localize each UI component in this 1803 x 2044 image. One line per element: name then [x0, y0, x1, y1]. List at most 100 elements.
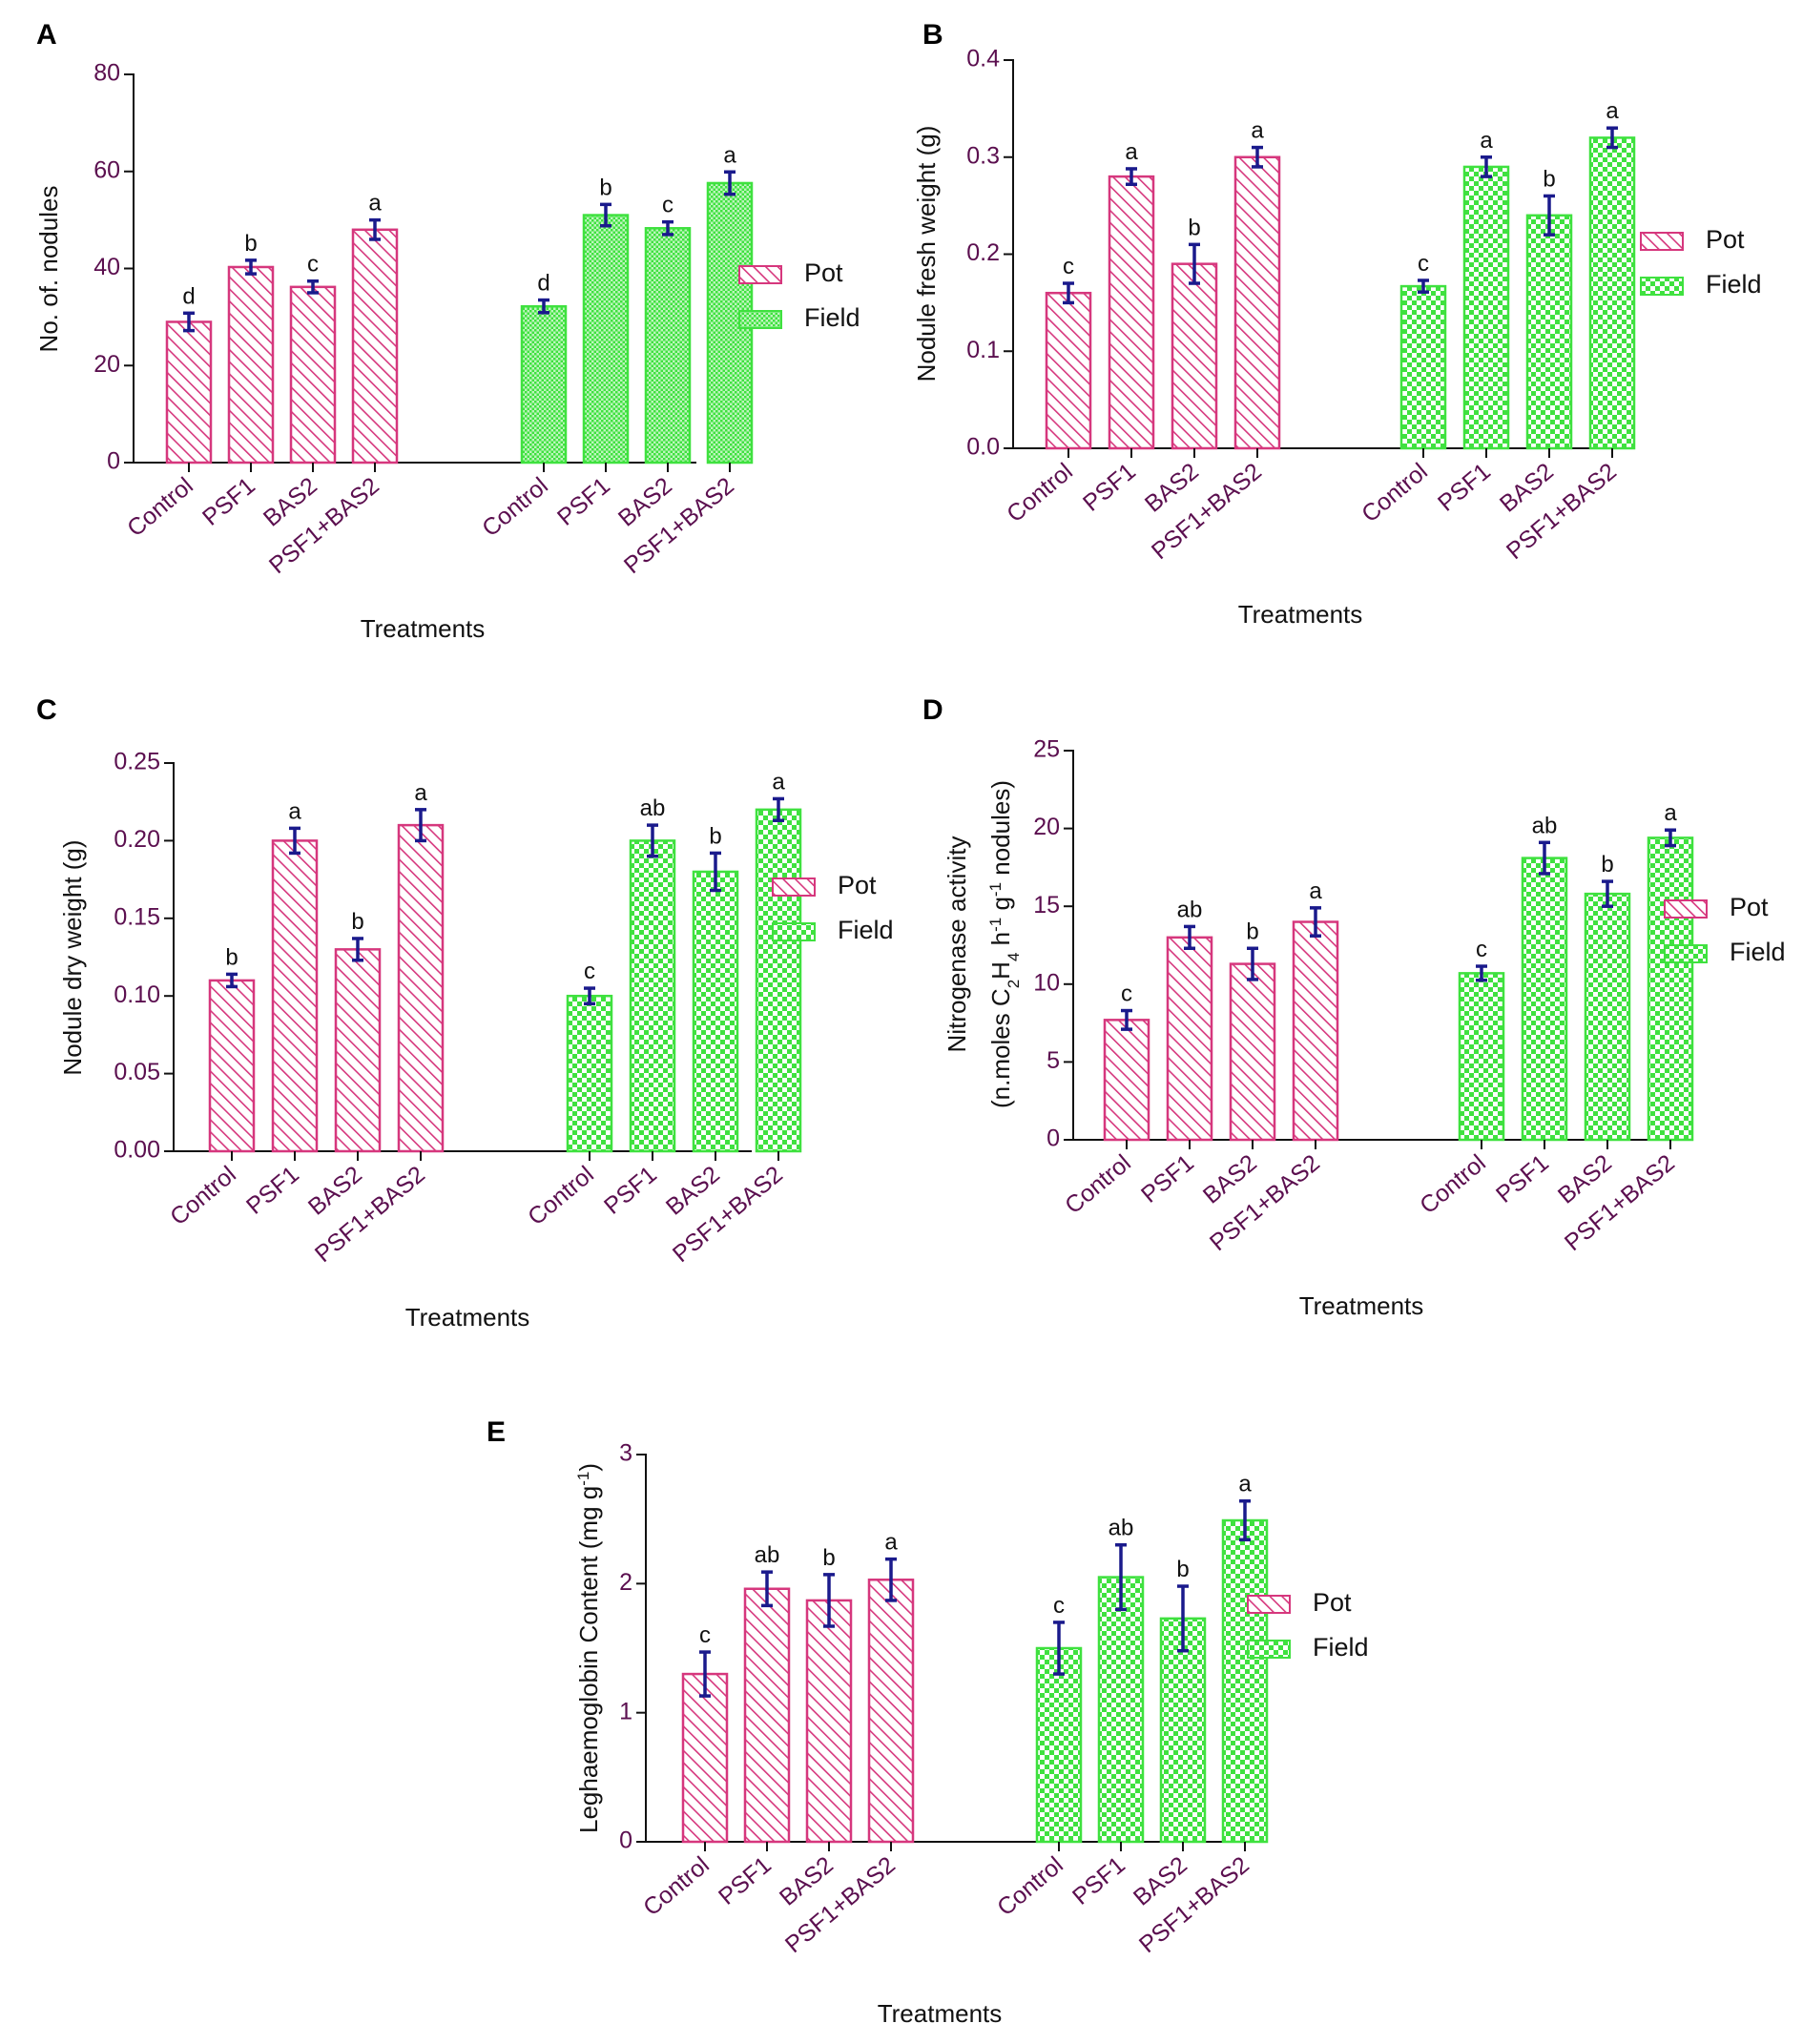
y-tick-label: 2 — [619, 1569, 632, 1596]
y-tick-label: 25 — [1033, 736, 1060, 763]
significance-letter: b — [1246, 919, 1258, 944]
bar-pot — [227, 265, 275, 465]
x-tick-label: Control — [1060, 1149, 1136, 1219]
significance-letter: a — [1480, 128, 1493, 154]
significance-letter: a — [723, 142, 736, 168]
x-tick-label: PSF1+BAS2 — [1147, 458, 1267, 565]
significance-letter: b — [1601, 852, 1613, 877]
x-tick-label: Control — [1415, 1149, 1491, 1219]
x-tick-label: Control — [122, 472, 198, 542]
significance-letter: ab — [755, 1542, 780, 1568]
legend-label-pot: Pot — [1313, 1588, 1352, 1617]
x-tick-label: PSF1 — [714, 1851, 777, 1910]
significance-letter: a — [1664, 800, 1677, 826]
y-tick-label: 1 — [619, 1698, 632, 1724]
x-tick-label: PSF1+BAS2 — [310, 1161, 430, 1268]
y-axis-title: No. of. nodules — [34, 186, 63, 353]
bar-pot — [165, 320, 213, 465]
bar-pot — [1171, 262, 1218, 450]
bar-field — [1399, 284, 1447, 450]
x-tick-label: Control — [477, 472, 553, 542]
y-axis-title: Nitrogenase activity — [943, 836, 971, 1053]
legend-label-field: Field — [1730, 938, 1786, 966]
y-tick-label: 0 — [107, 448, 120, 475]
y-tick-label: 20 — [93, 351, 120, 378]
significance-letter: b — [1188, 215, 1200, 240]
significance-letter: a — [1125, 139, 1138, 165]
y-tick-label: 3 — [619, 1440, 632, 1467]
significance-letter: d — [182, 283, 195, 309]
x-tick-label: PSF1 — [599, 1161, 662, 1220]
y-tick-label: 0.2 — [966, 239, 1000, 266]
y-tick-label: 0 — [619, 1827, 632, 1854]
chart-panel-c: C 0.00 0.05 0.10 0.15 0.20 0.25 Nodule dry weig… — [36, 694, 894, 1332]
legend-swatch-field — [1664, 944, 1708, 963]
x-tick-label: PSF1+BAS2 — [1560, 1149, 1680, 1256]
y-axis-title-units: (n.moles C2H4 h-1 g-1 nodules) — [986, 780, 1023, 1108]
significance-letter: c — [1053, 1593, 1065, 1619]
significance-letter: b — [351, 909, 363, 935]
significance-letter: c — [1121, 981, 1132, 1007]
significance-letter: a — [368, 191, 382, 217]
panel-label: A — [36, 19, 57, 51]
legend-swatch-field — [772, 922, 816, 941]
y-axis-title: Leghaemoglobin Content (mg g-1) — [574, 1463, 604, 1833]
bar-field — [1588, 136, 1636, 450]
y-tick-label: 40 — [93, 254, 120, 280]
y-tick-label: 60 — [93, 156, 120, 183]
significance-letter: c — [1418, 251, 1429, 277]
legend-label-field: Field — [1706, 270, 1762, 299]
significance-letter: ab — [1532, 813, 1558, 838]
y-tick-label: 20 — [1033, 814, 1060, 840]
bar-field — [644, 227, 692, 465]
significance-letter: b — [244, 231, 257, 257]
bar-field — [1521, 857, 1568, 1142]
legend-swatch-pot — [1247, 1595, 1291, 1614]
legend-swatch-field — [1640, 277, 1684, 296]
significance-letter: b — [599, 175, 611, 200]
y-tick-label: 0.25 — [114, 749, 160, 775]
bar-pot — [397, 823, 445, 1153]
panel-label: D — [922, 694, 943, 726]
legend-label-pot: Pot — [804, 258, 843, 287]
significance-letter: a — [1251, 118, 1264, 144]
x-tick-label: PSF1 — [1067, 1851, 1130, 1910]
significance-letter: c — [699, 1622, 711, 1648]
x-axis-title: Treatments — [878, 1999, 1003, 2028]
bar-field — [1647, 836, 1694, 1142]
significance-letter: a — [288, 798, 301, 824]
x-tick-label: PSF1+BAS2 — [1205, 1149, 1325, 1256]
significance-letter: a — [1606, 98, 1619, 124]
chart-panel-a: A 0 20 40 60 80 No. of. nodules Treatments Contr… — [34, 19, 860, 643]
legend-label-field: Field — [838, 916, 894, 944]
bar-field — [1035, 1646, 1083, 1844]
significance-letter: ab — [1177, 897, 1203, 922]
y-tick-label: 0.10 — [114, 981, 160, 1008]
significance-letter: b — [822, 1545, 835, 1571]
legend-label-field: Field — [1313, 1633, 1369, 1662]
x-tick-label: PSF1 — [1078, 458, 1141, 517]
legend-swatch-pot — [738, 265, 782, 284]
legend-swatch-field — [738, 310, 782, 329]
panel-label: E — [487, 1416, 506, 1448]
legend-label-pot: Pot — [1730, 893, 1769, 921]
x-axis-title: Treatments — [1299, 1291, 1424, 1320]
bar-pot — [289, 285, 337, 465]
significance-letter: b — [225, 944, 238, 970]
significance-letter: a — [772, 769, 785, 795]
bar-field — [1221, 1518, 1269, 1844]
x-tick-label: PSF1 — [197, 472, 260, 531]
significance-letter: b — [709, 823, 721, 849]
bar-field — [629, 839, 676, 1153]
x-tick-label: PSF1+BAS2 — [668, 1161, 788, 1268]
bar-field — [692, 870, 739, 1153]
bar-pot — [743, 1587, 791, 1844]
significance-letter: c — [1476, 937, 1487, 962]
chart-panel-b: B 0.0 0.1 0.2 0.3 0.4 Nodule fresh weight (g) T… — [912, 19, 1762, 629]
legend-swatch-pot — [1664, 899, 1708, 919]
significance-letter: ab — [640, 795, 666, 821]
significance-letter: b — [1176, 1557, 1189, 1582]
significance-letter: c — [307, 252, 319, 278]
significance-letter: c — [1063, 254, 1074, 279]
y-tick-label: 0 — [1047, 1125, 1060, 1152]
